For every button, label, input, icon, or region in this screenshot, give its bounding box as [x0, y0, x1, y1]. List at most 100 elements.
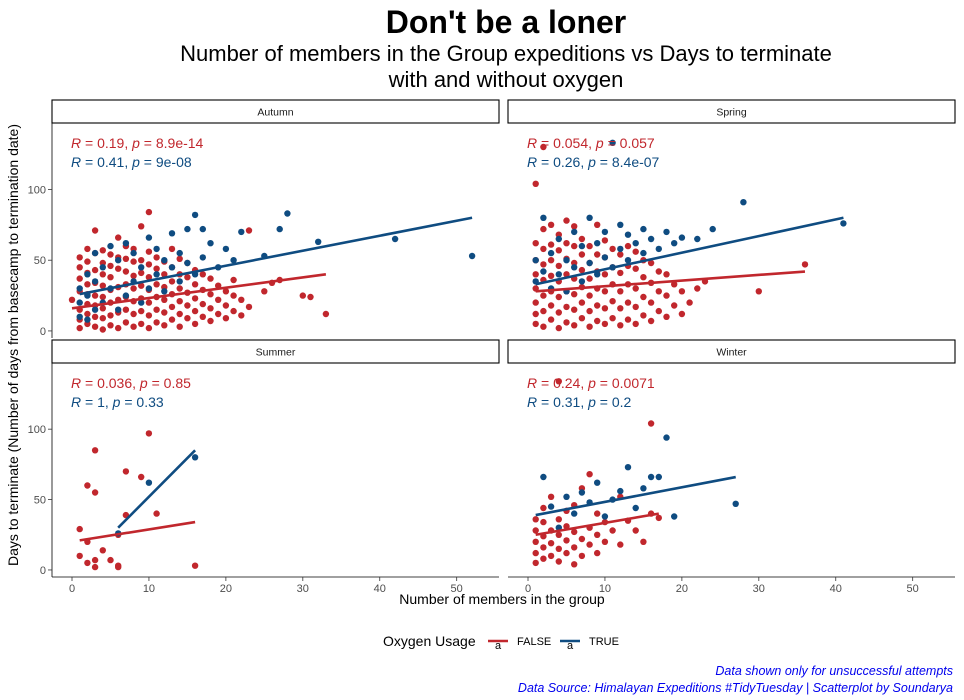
data-point-true: [671, 240, 678, 247]
data-point-false: [153, 254, 160, 261]
data-point-false: [145, 208, 153, 216]
data-point-false: [238, 312, 245, 319]
data-point-false: [168, 303, 176, 311]
data-point-true: [99, 264, 107, 271]
data-point-false: [578, 552, 586, 560]
data-point-false: [563, 549, 570, 557]
data-point-false: [199, 300, 206, 308]
data-point-true: [176, 249, 183, 257]
data-point-true: [678, 234, 686, 241]
x-tick-label: 0: [525, 583, 531, 595]
correlation-label-false: R = 0.036, p = 0.85: [71, 375, 191, 391]
data-point-false: [532, 180, 539, 187]
data-point-false: [107, 556, 114, 564]
data-point-false: [547, 241, 555, 248]
data-point-true: [84, 316, 91, 323]
data-point-true: [168, 230, 176, 237]
data-point-false: [84, 258, 91, 265]
data-point-false: [138, 473, 145, 481]
regression-line-false: [535, 512, 660, 537]
data-point-false: [99, 315, 107, 322]
data-point-true: [230, 257, 237, 264]
data-point-false: [145, 261, 153, 268]
data-point-true: [540, 214, 547, 221]
data-point-false: [261, 288, 268, 295]
data-point-false: [617, 322, 624, 329]
data-point-true: [632, 240, 639, 247]
data-point-true: [840, 220, 847, 227]
data-point-false: [594, 221, 601, 228]
facet-strip-label: Spring: [716, 107, 747, 119]
chart-title: Don't be a loner: [386, 4, 627, 40]
data-point-true: [694, 235, 701, 243]
correlation-label-false: R = 0.054, p = 0.057: [527, 135, 655, 151]
facet-strip-label: Winter: [716, 347, 747, 359]
data-point-false: [540, 544, 547, 551]
x-tick-label: 40: [374, 583, 386, 595]
data-point-true: [586, 214, 593, 221]
data-point-true: [671, 513, 678, 520]
data-point-false: [76, 264, 83, 271]
data-point-false: [547, 316, 555, 323]
data-point-false: [755, 288, 762, 295]
data-point-false: [540, 143, 547, 151]
data-point-false: [176, 285, 183, 292]
data-point-true: [107, 242, 114, 250]
data-point-false: [207, 317, 214, 325]
data-point-true: [624, 464, 632, 471]
data-point-true: [601, 254, 609, 261]
data-point-false: [678, 288, 686, 295]
data-point-false: [578, 266, 586, 274]
data-point-false: [640, 293, 647, 301]
data-point-false: [547, 493, 555, 500]
data-point-false: [153, 281, 160, 288]
data-point-true: [571, 510, 578, 517]
data-point-true: [391, 235, 399, 243]
facet-strip: [51, 99, 500, 124]
facet-strip-label: Summer: [256, 347, 296, 359]
data-point-false: [532, 559, 539, 567]
data-point-false: [571, 223, 578, 230]
data-point-true: [632, 504, 639, 512]
y-tick-label: 100: [28, 184, 46, 196]
data-point-false: [694, 285, 701, 292]
caption-source: Data Source: Himalayan Expeditions #Tidy…: [518, 681, 953, 695]
data-point-false: [199, 271, 206, 278]
data-point-false: [586, 275, 593, 282]
data-point-false: [222, 315, 230, 322]
data-point-false: [107, 262, 114, 270]
data-point-false: [601, 320, 609, 328]
data-point-false: [99, 326, 107, 333]
data-point-false: [532, 271, 539, 278]
data-point-true: [655, 473, 662, 481]
data-point-true: [563, 493, 570, 500]
data-point-false: [632, 285, 639, 292]
data-point-false: [571, 544, 578, 551]
data-point-false: [655, 288, 662, 295]
data-point-false: [145, 312, 153, 319]
data-point-false: [540, 292, 547, 299]
data-point-true: [184, 259, 191, 267]
data-point-true: [207, 240, 214, 247]
data-point-true: [91, 249, 99, 257]
data-point-false: [76, 254, 83, 261]
data-point-false: [601, 237, 609, 244]
data-point-true: [238, 228, 245, 236]
data-point-false: [571, 322, 578, 329]
data-point-true: [547, 249, 555, 257]
data-point-true: [122, 240, 130, 247]
data-point-false: [563, 271, 570, 278]
data-point-false: [91, 266, 99, 274]
data-point-false: [68, 296, 76, 303]
y-tick-label: 0: [40, 565, 46, 577]
data-point-true: [647, 473, 655, 481]
data-point-false: [601, 538, 609, 545]
data-point-false: [586, 307, 593, 315]
correlation-label-true: R = 0.26, p = 8.4e-07: [527, 154, 660, 170]
data-point-false: [647, 259, 655, 267]
data-point-true: [640, 485, 647, 492]
data-point-false: [91, 292, 99, 299]
data-point-false: [647, 317, 655, 325]
